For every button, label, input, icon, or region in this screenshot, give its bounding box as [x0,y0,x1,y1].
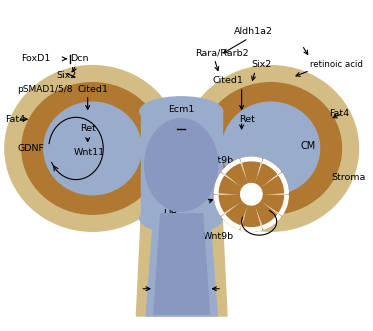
Polygon shape [146,214,217,316]
Wedge shape [251,176,283,194]
Wedge shape [241,157,262,194]
Polygon shape [141,112,222,218]
Text: pSMAD1/5/8: pSMAD1/5/8 [18,85,73,94]
Ellipse shape [5,66,180,231]
Wedge shape [251,173,288,194]
Wedge shape [251,164,276,194]
Text: Wnt7b: Wnt7b [165,282,197,292]
Polygon shape [137,155,227,316]
Text: Wnt9b: Wnt9b [203,232,234,241]
Circle shape [214,157,288,231]
Ellipse shape [150,140,213,184]
Wedge shape [214,194,251,215]
Polygon shape [154,214,210,314]
Ellipse shape [44,102,141,195]
Text: Ret: Ret [80,124,95,133]
Wedge shape [251,194,276,224]
Wedge shape [214,173,251,194]
Text: Stroma: Stroma [331,173,366,182]
Wedge shape [219,194,251,212]
Ellipse shape [137,131,225,189]
Text: GDNF: GDNF [18,144,44,153]
Text: Six2: Six2 [251,60,272,69]
Text: Ret: Ret [172,128,191,138]
Ellipse shape [200,83,342,214]
Ellipse shape [222,102,320,195]
Wedge shape [222,159,251,194]
Wedge shape [226,164,251,194]
Wedge shape [243,162,260,194]
Text: Fat4: Fat4 [5,115,25,124]
Ellipse shape [140,204,223,233]
Ellipse shape [140,97,223,126]
Text: FoxD1: FoxD1 [21,54,51,63]
Text: Wnt9b: Wnt9b [203,156,234,165]
Wedge shape [243,194,260,226]
Text: Aldh1a2: Aldh1a2 [234,27,273,36]
Text: Ret: Ret [239,115,255,124]
Text: Dcn: Dcn [70,54,89,63]
Ellipse shape [22,83,163,214]
Wedge shape [251,194,283,212]
Wedge shape [251,194,281,229]
Wedge shape [226,194,251,224]
Text: FGF8: FGF8 [265,195,289,204]
Text: retinoic acid: retinoic acid [310,60,363,69]
Wedge shape [251,159,281,194]
Text: RV: RV [243,168,256,177]
Wedge shape [241,194,262,231]
Text: Wnt4: Wnt4 [237,214,262,223]
Text: Six2: Six2 [56,71,77,80]
Ellipse shape [183,66,358,231]
Text: Cited1: Cited1 [212,76,243,85]
Text: CM: CM [300,141,315,151]
Wedge shape [219,176,251,194]
Ellipse shape [145,119,218,211]
Text: Wnt11: Wnt11 [74,148,105,157]
Circle shape [241,183,262,205]
Text: Rara/Rarb2: Rara/Rarb2 [195,48,248,58]
Text: Cited1: Cited1 [78,85,109,94]
Text: UB: UB [163,209,178,219]
Wedge shape [251,194,288,215]
Wedge shape [222,194,251,229]
Text: Ecm1: Ecm1 [168,105,194,114]
Text: Fat4: Fat4 [329,109,349,118]
